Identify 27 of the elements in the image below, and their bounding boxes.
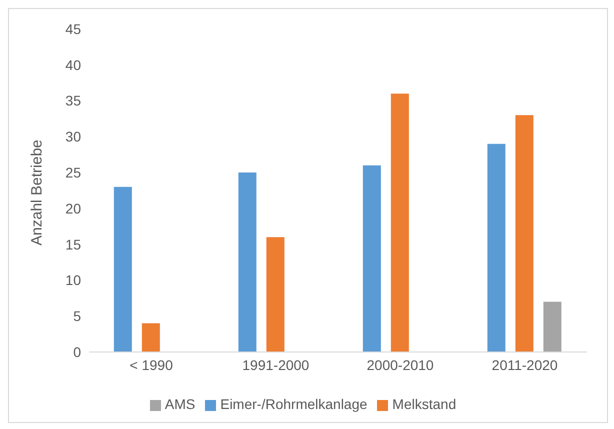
y-tick-label: 10 bbox=[65, 272, 82, 288]
legend-label: Eimer-/Rohrmelkanlage bbox=[220, 396, 368, 412]
bar bbox=[487, 144, 506, 352]
bar bbox=[390, 94, 409, 352]
y-tick-label: 25 bbox=[65, 164, 82, 181]
y-tick-label: 45 bbox=[65, 20, 82, 37]
y-tick-label: 20 bbox=[65, 200, 82, 216]
bar bbox=[238, 172, 256, 352]
bar bbox=[515, 115, 534, 352]
y-tick-label: 40 bbox=[65, 56, 82, 73]
y-tick-label: 35 bbox=[65, 92, 82, 109]
bar bbox=[543, 302, 562, 352]
y-axis-title: Anzahl Betriebe bbox=[28, 140, 46, 246]
bar bbox=[142, 323, 160, 352]
bar bbox=[114, 186, 132, 352]
x-tick-label: < 1990 bbox=[130, 356, 174, 373]
y-tick-label: 0 bbox=[73, 344, 82, 360]
legend-label: AMS bbox=[164, 396, 196, 412]
y-tick-label: 30 bbox=[65, 128, 82, 145]
legend-label: Melkstand bbox=[392, 396, 456, 412]
bar bbox=[362, 165, 381, 352]
x-tick-label: 2000-2010 bbox=[366, 356, 434, 373]
x-tick-label: 1991-2000 bbox=[242, 356, 310, 373]
y-tick-label: 15 bbox=[65, 236, 82, 252]
bar bbox=[266, 237, 284, 352]
y-tick-label: 5 bbox=[73, 308, 82, 324]
x-tick-label: 2011-2020 bbox=[492, 356, 558, 373]
